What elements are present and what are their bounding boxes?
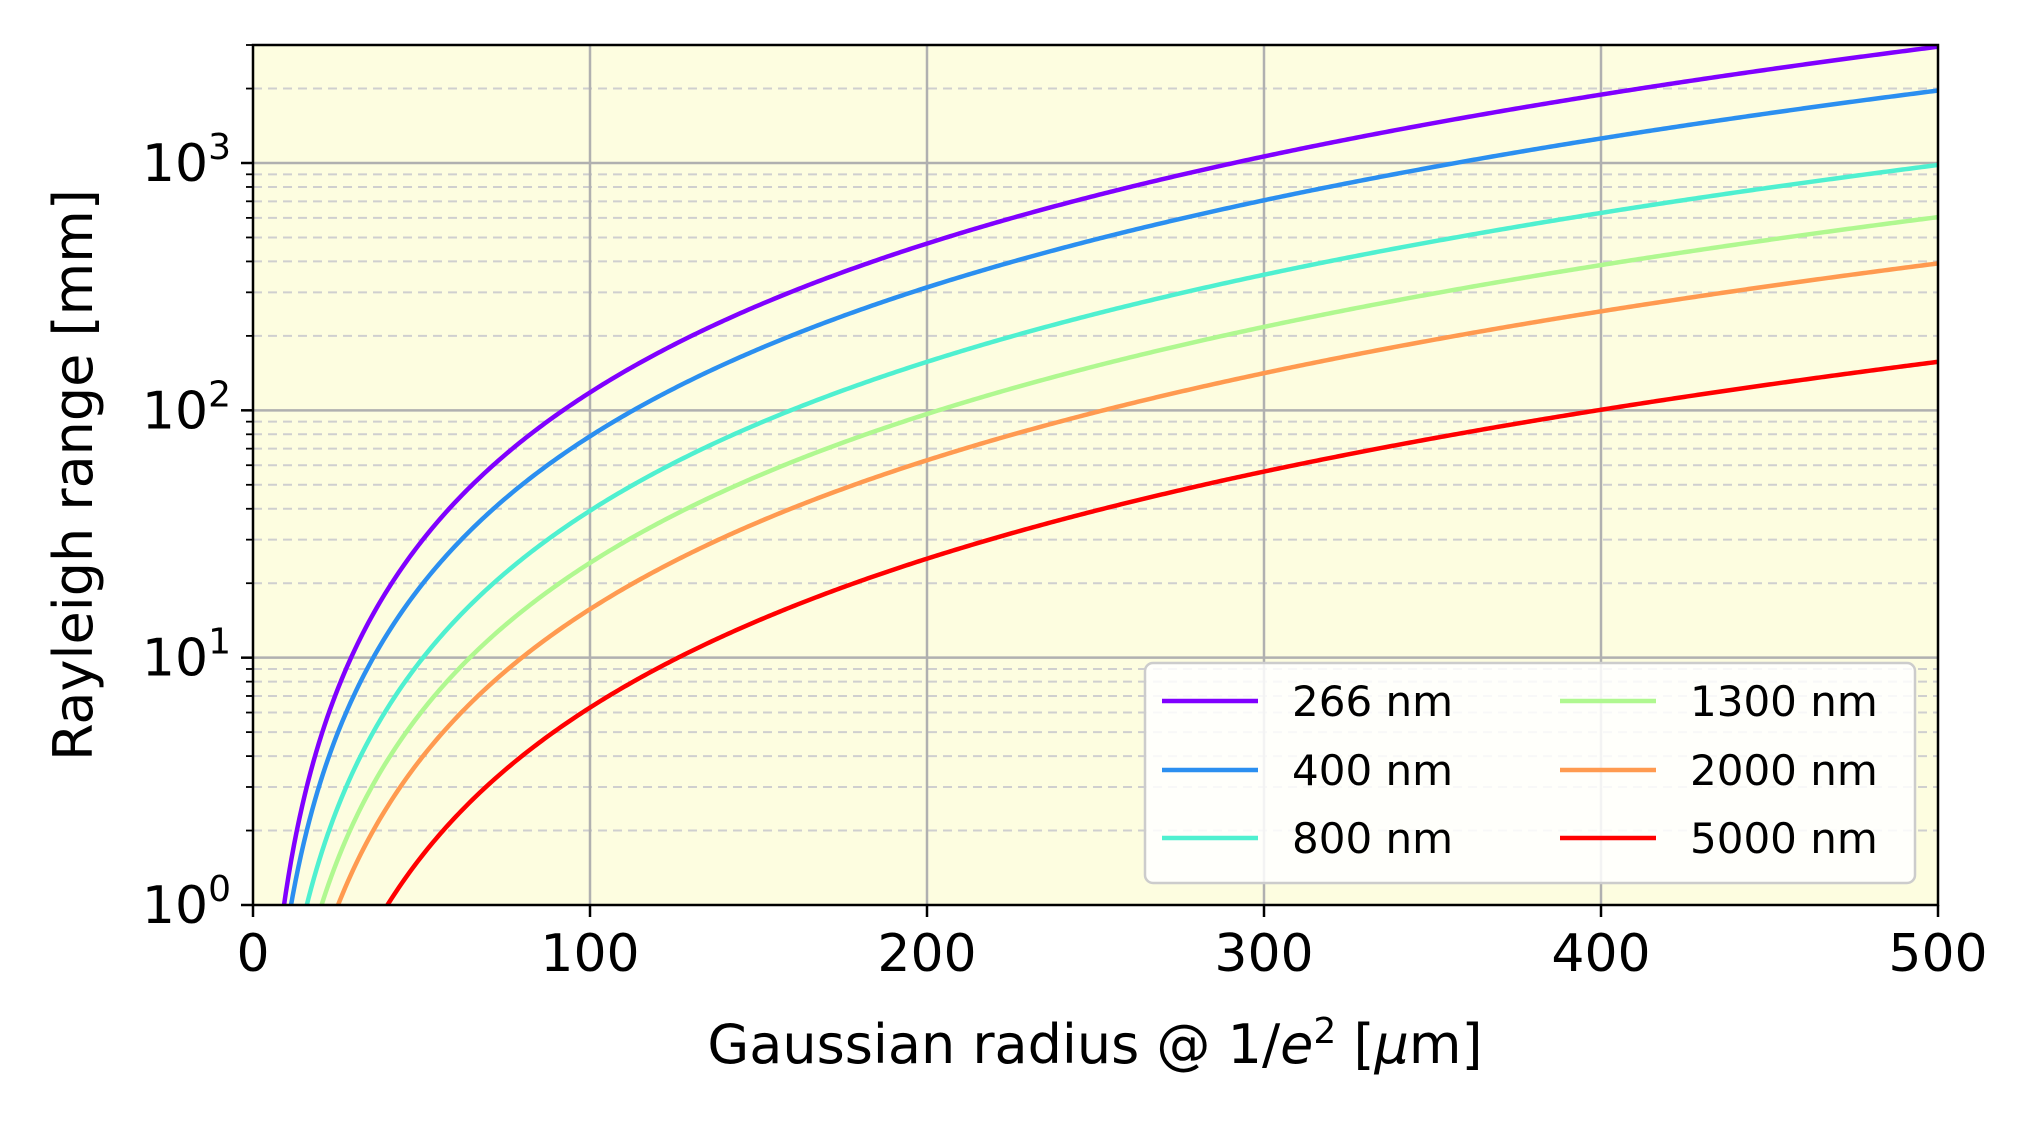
x-tick-label: 100 — [540, 924, 639, 984]
series-line-266-nm — [281, 45, 1938, 905]
y-tick-label: 103 — [142, 127, 231, 194]
x-axis-label: Gaussian radius @ 1/e2 [μm] — [707, 1011, 1482, 1077]
series-line-5000-nm — [384, 359, 1938, 905]
legend-label: 800 nm — [1292, 814, 1453, 863]
x-tick-label: 400 — [1551, 924, 1650, 984]
y-tick-labels: 100 101 102 103 — [142, 127, 231, 936]
y-tick-label: 100 — [142, 869, 231, 936]
y-tick-label: 102 — [142, 374, 231, 441]
x-tick-label: 500 — [1888, 924, 1987, 984]
legend-label: 5000 nm — [1690, 814, 1878, 863]
legend-label: 2000 nm — [1690, 746, 1878, 795]
plot-frame — [251, 43, 1940, 907]
series-line-400-nm — [288, 88, 1938, 905]
legend-label: 1300 nm — [1690, 677, 1878, 726]
legend-label: 266 nm — [1292, 677, 1453, 726]
x-tick-label: 200 — [877, 924, 976, 984]
series-lines — [281, 45, 1938, 905]
legend-box — [1143, 661, 1917, 885]
x-tick-label: 300 — [1214, 924, 1313, 984]
y-axis-label: Rayleigh range [mm] — [42, 189, 105, 761]
axis-ticks — [241, 44, 1940, 917]
series-line-1300-nm — [319, 214, 1938, 905]
legend: 266 nm 400 nm 800 nm 1300 nm 2000 nm 5000 nm — [1143, 661, 1917, 885]
series-line-2000-nm — [335, 261, 1938, 905]
series-line-800-nm — [304, 162, 1938, 905]
major-grid — [253, 45, 1938, 905]
minor-grid — [253, 87, 1938, 832]
x-tick-labels: 0 100 200 300 400 500 — [236, 924, 1987, 984]
legend-label: 400 nm — [1292, 746, 1453, 795]
x-tick-label: 0 — [236, 924, 269, 984]
y-tick-label: 101 — [142, 622, 231, 689]
